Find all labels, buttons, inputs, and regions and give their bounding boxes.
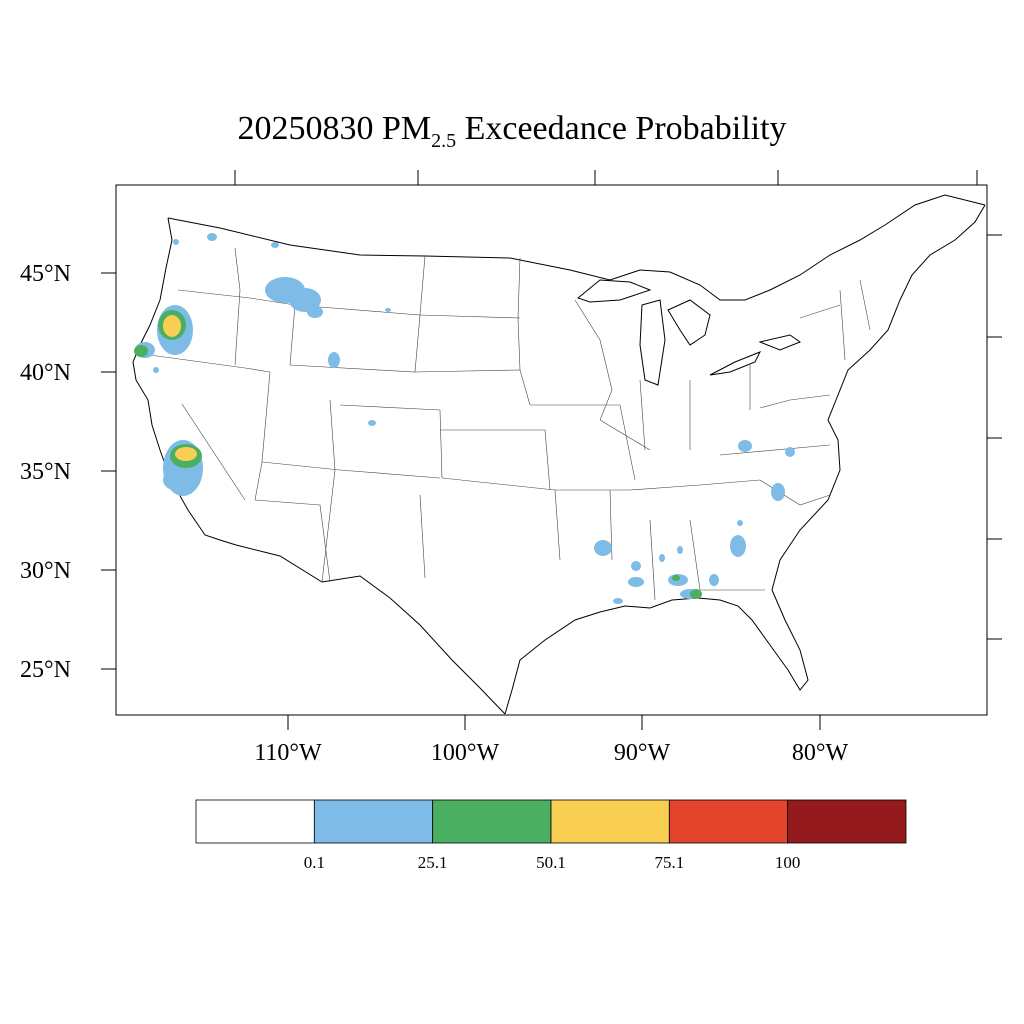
- lon-label-110: 110°W: [254, 740, 322, 766]
- colorbar-label: 0.1: [304, 853, 325, 872]
- title-suffix: Exceedance Probability: [464, 110, 787, 147]
- colorbar-segment: [195, 799, 315, 844]
- lat-label-40: 40°N: [20, 360, 71, 386]
- title-pollutant: PM2.5: [381, 110, 457, 152]
- title-date: 20250830: [237, 110, 374, 147]
- lat-label-45: 45°N: [20, 261, 71, 287]
- bottom-ticks: [287, 715, 821, 730]
- colorbar-label: 100: [775, 853, 801, 872]
- colorbar-segment: [313, 799, 434, 844]
- colorbar-segment: [787, 799, 907, 844]
- great-lakes: [576, 279, 802, 386]
- colorbar-segment: [668, 799, 789, 844]
- colorbar: 0.1 25.1 50.1 75.1 100: [195, 799, 907, 872]
- right-ticks: [987, 234, 1002, 640]
- map-title: 20250830 PM2.5 Exceedance Probability: [0, 110, 1024, 153]
- lon-label-80: 80°W: [792, 740, 849, 766]
- lon-label-90: 90°W: [614, 740, 671, 766]
- colorbar-segment: [550, 799, 670, 844]
- colorbar-segment: [432, 799, 552, 844]
- colorbar-label: 50.1: [536, 853, 566, 872]
- prob-areas-50.1-75.1: [163, 315, 197, 461]
- lat-label-30: 30°N: [20, 558, 71, 584]
- colorbar-label: 75.1: [654, 853, 684, 872]
- top-ticks: [234, 170, 978, 185]
- left-ticks: [101, 272, 116, 670]
- lat-label-35: 35°N: [20, 459, 71, 485]
- map-frame: [115, 184, 988, 716]
- lat-label-25: 25°N: [20, 657, 71, 683]
- lon-label-100: 100°W: [431, 740, 500, 766]
- colorbar-label: 25.1: [418, 853, 448, 872]
- coastline: [132, 194, 986, 715]
